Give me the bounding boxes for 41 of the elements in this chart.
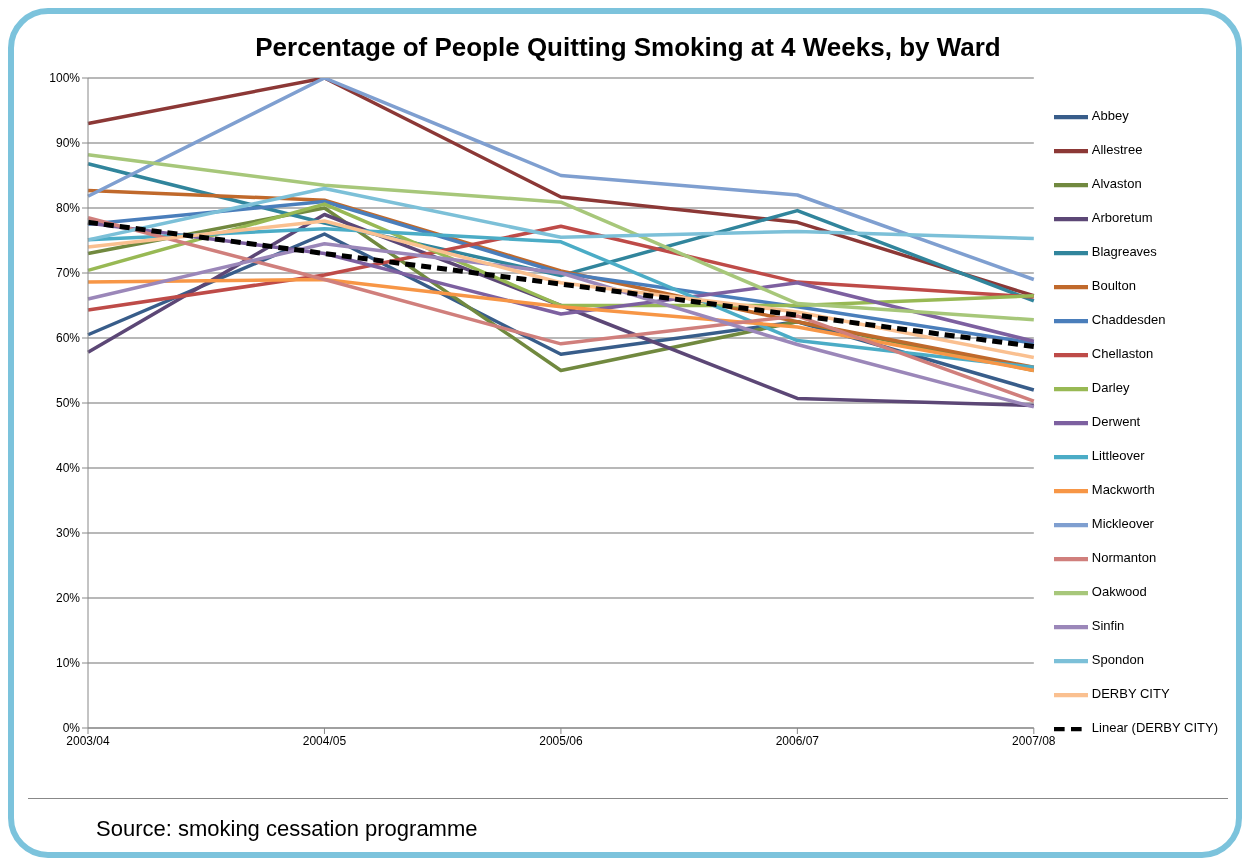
legend-label: Linear (DERBY CITY) (1091, 720, 1218, 736)
y-tick-label: 40% (55, 461, 81, 476)
y-tick-label: 60% (55, 331, 81, 346)
y-tick-label: 50% (55, 396, 81, 411)
legend-label: Sinfin (1091, 618, 1125, 634)
line-series (86, 186, 1036, 242)
line-series (86, 242, 1036, 409)
legend-label: Abbey (1091, 108, 1129, 124)
y-tick-label: 80% (55, 201, 81, 216)
legend-label: Derwent (1091, 414, 1141, 430)
chart-title: Percentage of People Quitting Smoking at 4 Weeks, by Ward (254, 32, 1002, 63)
y-tick-label: 0% (62, 721, 81, 736)
x-tick-label: 2004/05 (302, 733, 347, 748)
legend-label: Boulton (1091, 278, 1136, 294)
legend-label: DERBY CITY (1091, 686, 1170, 702)
legend-label: Arboretum (1091, 210, 1153, 226)
legend-label: Littleover (1091, 448, 1145, 464)
source-note: Source: smoking cessation programme (96, 816, 478, 842)
y-tick-label: 20% (55, 591, 81, 606)
y-tick-label: 100% (49, 71, 81, 86)
y-tick-label: 70% (55, 266, 81, 281)
y-tick-label: 90% (55, 136, 81, 151)
legend-label: Spondon (1091, 652, 1144, 668)
legend-label: Oakwood (1091, 584, 1147, 600)
x-tick-label: 2006/07 (775, 733, 820, 748)
x-tick-label: 2003/04 (66, 733, 111, 748)
legend-label: Darley (1091, 380, 1130, 396)
legend-label: Chellaston (1091, 346, 1154, 362)
legend-label: Allestree (1091, 142, 1143, 158)
x-tick-label: 2007/08 (1012, 733, 1056, 748)
line-series (86, 277, 1036, 373)
legend-label: Normanton (1091, 550, 1157, 566)
y-tick-label: 10% (55, 656, 81, 671)
legend-label: Mackworth (1091, 482, 1155, 498)
y-tick-label: 30% (55, 526, 81, 541)
legend-label: Alvaston (1091, 176, 1142, 192)
x-tick-label: 2005/06 (539, 733, 583, 748)
line-series (86, 152, 1036, 322)
legend-label: Blagreaves (1091, 244, 1157, 260)
legend-label: Chaddesden (1091, 312, 1166, 328)
legend-label: Mickleover (1091, 516, 1154, 532)
